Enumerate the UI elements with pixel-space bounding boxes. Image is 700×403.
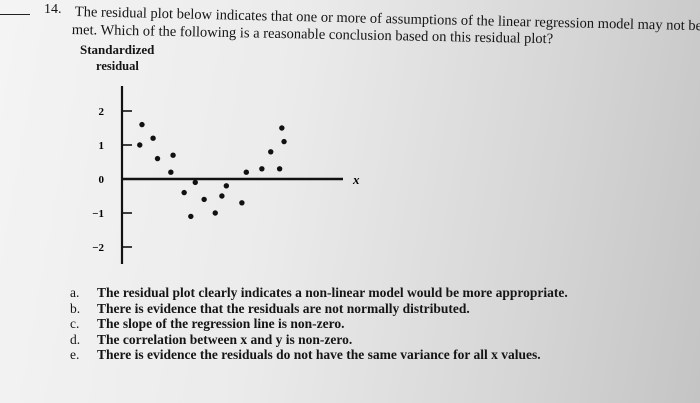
option-text: The slope of the regression line is non-… (97, 316, 345, 331)
residual-point (243, 169, 250, 175)
answer-option: b. There is evidence that the residuals a… (70, 301, 470, 317)
option-text: There is evidence the residuals do not h… (97, 347, 541, 362)
residual-point (168, 169, 174, 175)
option-text: The residual plot clearly indicates a no… (97, 285, 568, 300)
answer-option: c. The slope of the regression line is no… (70, 316, 345, 332)
residual-point (212, 210, 218, 216)
residual-point (181, 189, 187, 196)
residual-point (201, 196, 207, 203)
option-text: The correlation between x and y is non-z… (97, 331, 353, 347)
question-number: 14. (44, 2, 62, 17)
y-axis-label-line2: residual (96, 59, 139, 73)
residual-point (281, 138, 287, 145)
residual-point (150, 135, 156, 141)
residual-point (223, 183, 230, 189)
residual-point (139, 121, 145, 128)
residual-point (192, 179, 198, 186)
option-letter: a. (70, 285, 80, 300)
residual-point (219, 193, 225, 199)
option-letter: e. (70, 347, 80, 362)
residual-point (279, 125, 285, 131)
y-axis-label-line1: Standardized (80, 42, 155, 57)
answer-option: a. The residual plot clearly indicates a … (70, 285, 568, 301)
residual-point (268, 149, 274, 155)
option-text: There is evidence that the residuals are… (97, 300, 470, 316)
y-tick-label: 1 (99, 140, 105, 152)
y-tick-label: 2 (99, 106, 105, 118)
residual-point (137, 142, 143, 148)
answer-option: d. The correlation between x and y is non… (70, 332, 352, 348)
option-letter: b. (70, 300, 81, 316)
answer-option: e. There is evidence the residuals do not… (70, 347, 541, 363)
option-letter: c. (70, 316, 80, 331)
option-letter: d. (70, 331, 81, 347)
residual-point (170, 152, 176, 158)
x-axis-label: x (352, 172, 360, 187)
residual-point (276, 166, 283, 172)
answer-blank (0, 14, 30, 15)
residual-point (188, 213, 194, 220)
y-tick-label: −1 (92, 208, 104, 220)
y-tick-label: −2 (92, 242, 104, 254)
y-tick-label: 0 (99, 174, 105, 186)
residual-point (259, 166, 265, 172)
residual-point (239, 200, 245, 206)
residual-point (154, 155, 161, 162)
